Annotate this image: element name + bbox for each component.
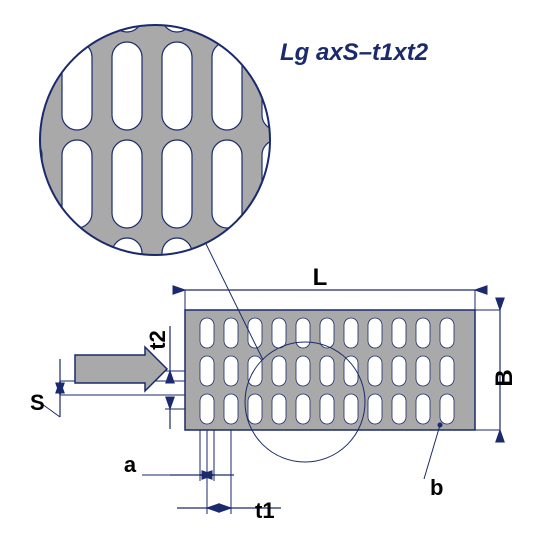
dim-t1: t1 bbox=[255, 498, 275, 523]
dim-L: L bbox=[313, 264, 328, 291]
slot bbox=[320, 356, 334, 386]
slot bbox=[416, 394, 430, 424]
direction-arrow-icon bbox=[75, 347, 167, 391]
slot bbox=[224, 318, 238, 348]
slot bbox=[200, 356, 214, 386]
slot bbox=[440, 394, 454, 424]
slot bbox=[248, 394, 262, 424]
leader-b bbox=[424, 425, 440, 479]
dim-t2: t2 bbox=[145, 330, 170, 350]
slot bbox=[200, 318, 214, 348]
formula-title: Lg axS–t1xt2 bbox=[280, 39, 429, 66]
slot bbox=[368, 356, 382, 386]
slot bbox=[296, 394, 310, 424]
slot bbox=[344, 318, 358, 348]
slot bbox=[296, 318, 310, 348]
slot bbox=[320, 394, 334, 424]
slot bbox=[416, 318, 430, 348]
slot bbox=[272, 394, 286, 424]
dim-a: a bbox=[124, 452, 137, 477]
dim-b: b bbox=[430, 475, 443, 500]
slot bbox=[272, 318, 286, 348]
slot bbox=[224, 394, 238, 424]
dim-S: S bbox=[30, 390, 45, 415]
slot bbox=[440, 356, 454, 386]
slot bbox=[392, 394, 406, 424]
slot bbox=[296, 356, 310, 386]
slot bbox=[440, 318, 454, 348]
dim-B: B bbox=[491, 369, 518, 386]
slot bbox=[392, 356, 406, 386]
slot bbox=[392, 318, 406, 348]
slot bbox=[200, 394, 214, 424]
slot bbox=[416, 356, 430, 386]
slot bbox=[248, 356, 262, 386]
slot bbox=[344, 394, 358, 424]
slot bbox=[272, 356, 286, 386]
slot bbox=[368, 318, 382, 348]
slot bbox=[224, 356, 238, 386]
slot bbox=[368, 394, 382, 424]
perforated-sheet bbox=[185, 310, 475, 430]
slot bbox=[320, 318, 334, 348]
